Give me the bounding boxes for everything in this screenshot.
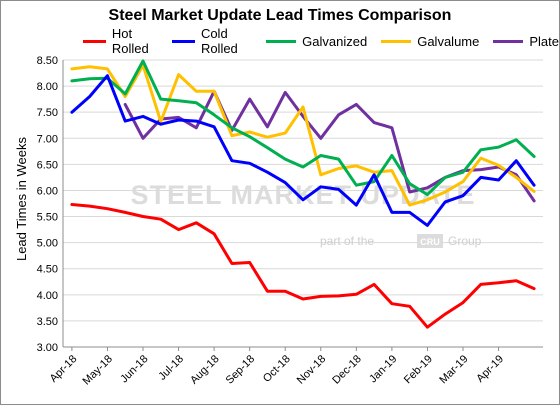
- x-tick-label: Sep-18: [224, 353, 258, 387]
- y-tick-label: 8.00: [37, 81, 58, 93]
- legend-item-hot-rolled: Hot Rolled: [83, 26, 158, 56]
- legend-label-galvalume: Galvalume: [417, 33, 480, 49]
- series-line-galvanized: [70, 59, 536, 197]
- x-tick-label: Nov-18: [295, 353, 329, 387]
- y-tick-label: 8.50: [37, 55, 58, 67]
- legend: Hot Rolled Cold Rolled Galvanized Galval…: [83, 26, 559, 56]
- series-line-cold-rolled: [70, 74, 536, 227]
- x-tick-label: Aug-18: [188, 353, 222, 387]
- y-tick-label: 7.50: [37, 107, 58, 119]
- legend-item-galvalume: Galvalume: [381, 34, 479, 49]
- legend-item-galvanized: Galvanized: [266, 34, 367, 49]
- watermark-badge: [417, 234, 443, 248]
- x-tick-label: Mar-19: [437, 353, 470, 386]
- legend-swatch-plate: [493, 39, 524, 43]
- legend-label-cold-rolled: Cold Rolled: [200, 26, 238, 56]
- legend-item-cold-rolled: Cold Rolled: [172, 26, 252, 56]
- x-tick-label: Jan-19: [367, 353, 399, 385]
- y-tick-label: 6.00: [37, 185, 58, 197]
- x-tick-label: Apr-18: [48, 353, 80, 385]
- y-tick-label: 4.00: [37, 290, 58, 302]
- y-tick-label: 4.50: [37, 264, 58, 276]
- x-tick-label: Apr-19: [474, 353, 506, 385]
- x-tick-label: Oct-18: [261, 353, 293, 385]
- y-tick-label: 3.50: [37, 316, 58, 328]
- legend-swatch-galvalume: [381, 39, 412, 43]
- legend-swatch-cold-rolled: [172, 39, 195, 43]
- legend-label-hot-rolled: Hot Rolled: [111, 26, 149, 56]
- legend-label-plate: Plate: [529, 33, 559, 49]
- watermark-logo-text: STEEL MARKET UPDATE: [130, 180, 475, 210]
- x-tick-label: Jul-18: [156, 353, 186, 383]
- legend-swatch-galvanized: [266, 39, 297, 43]
- watermark-tail: Group: [448, 234, 482, 248]
- y-tick-label: 5.00: [37, 238, 58, 250]
- legend-swatch-hot-rolled: [83, 39, 106, 43]
- series-line-hot-rolled: [70, 203, 536, 329]
- legend-item-plate: Plate: [493, 34, 559, 49]
- x-tick-label: Feb-19: [402, 353, 435, 386]
- chart-title: Steel Market Update Lead Times Compariso…: [108, 7, 452, 24]
- x-tick-label: Dec-18: [330, 353, 364, 387]
- y-tick-label: 5.50: [37, 212, 58, 224]
- legend-label-galvanized: Galvanized: [302, 33, 368, 49]
- watermark-subtext: part of the: [320, 234, 374, 248]
- series-line-galvalume: [70, 63, 536, 207]
- watermark-badge-text: CRU: [420, 237, 440, 247]
- x-tick-label: Jun-18: [118, 353, 150, 385]
- x-tick-label: May-18: [81, 353, 115, 387]
- y-tick-label: 6.50: [37, 159, 58, 171]
- y-tick-label: 7.00: [37, 133, 58, 145]
- y-tick-label: 3.00: [37, 342, 58, 354]
